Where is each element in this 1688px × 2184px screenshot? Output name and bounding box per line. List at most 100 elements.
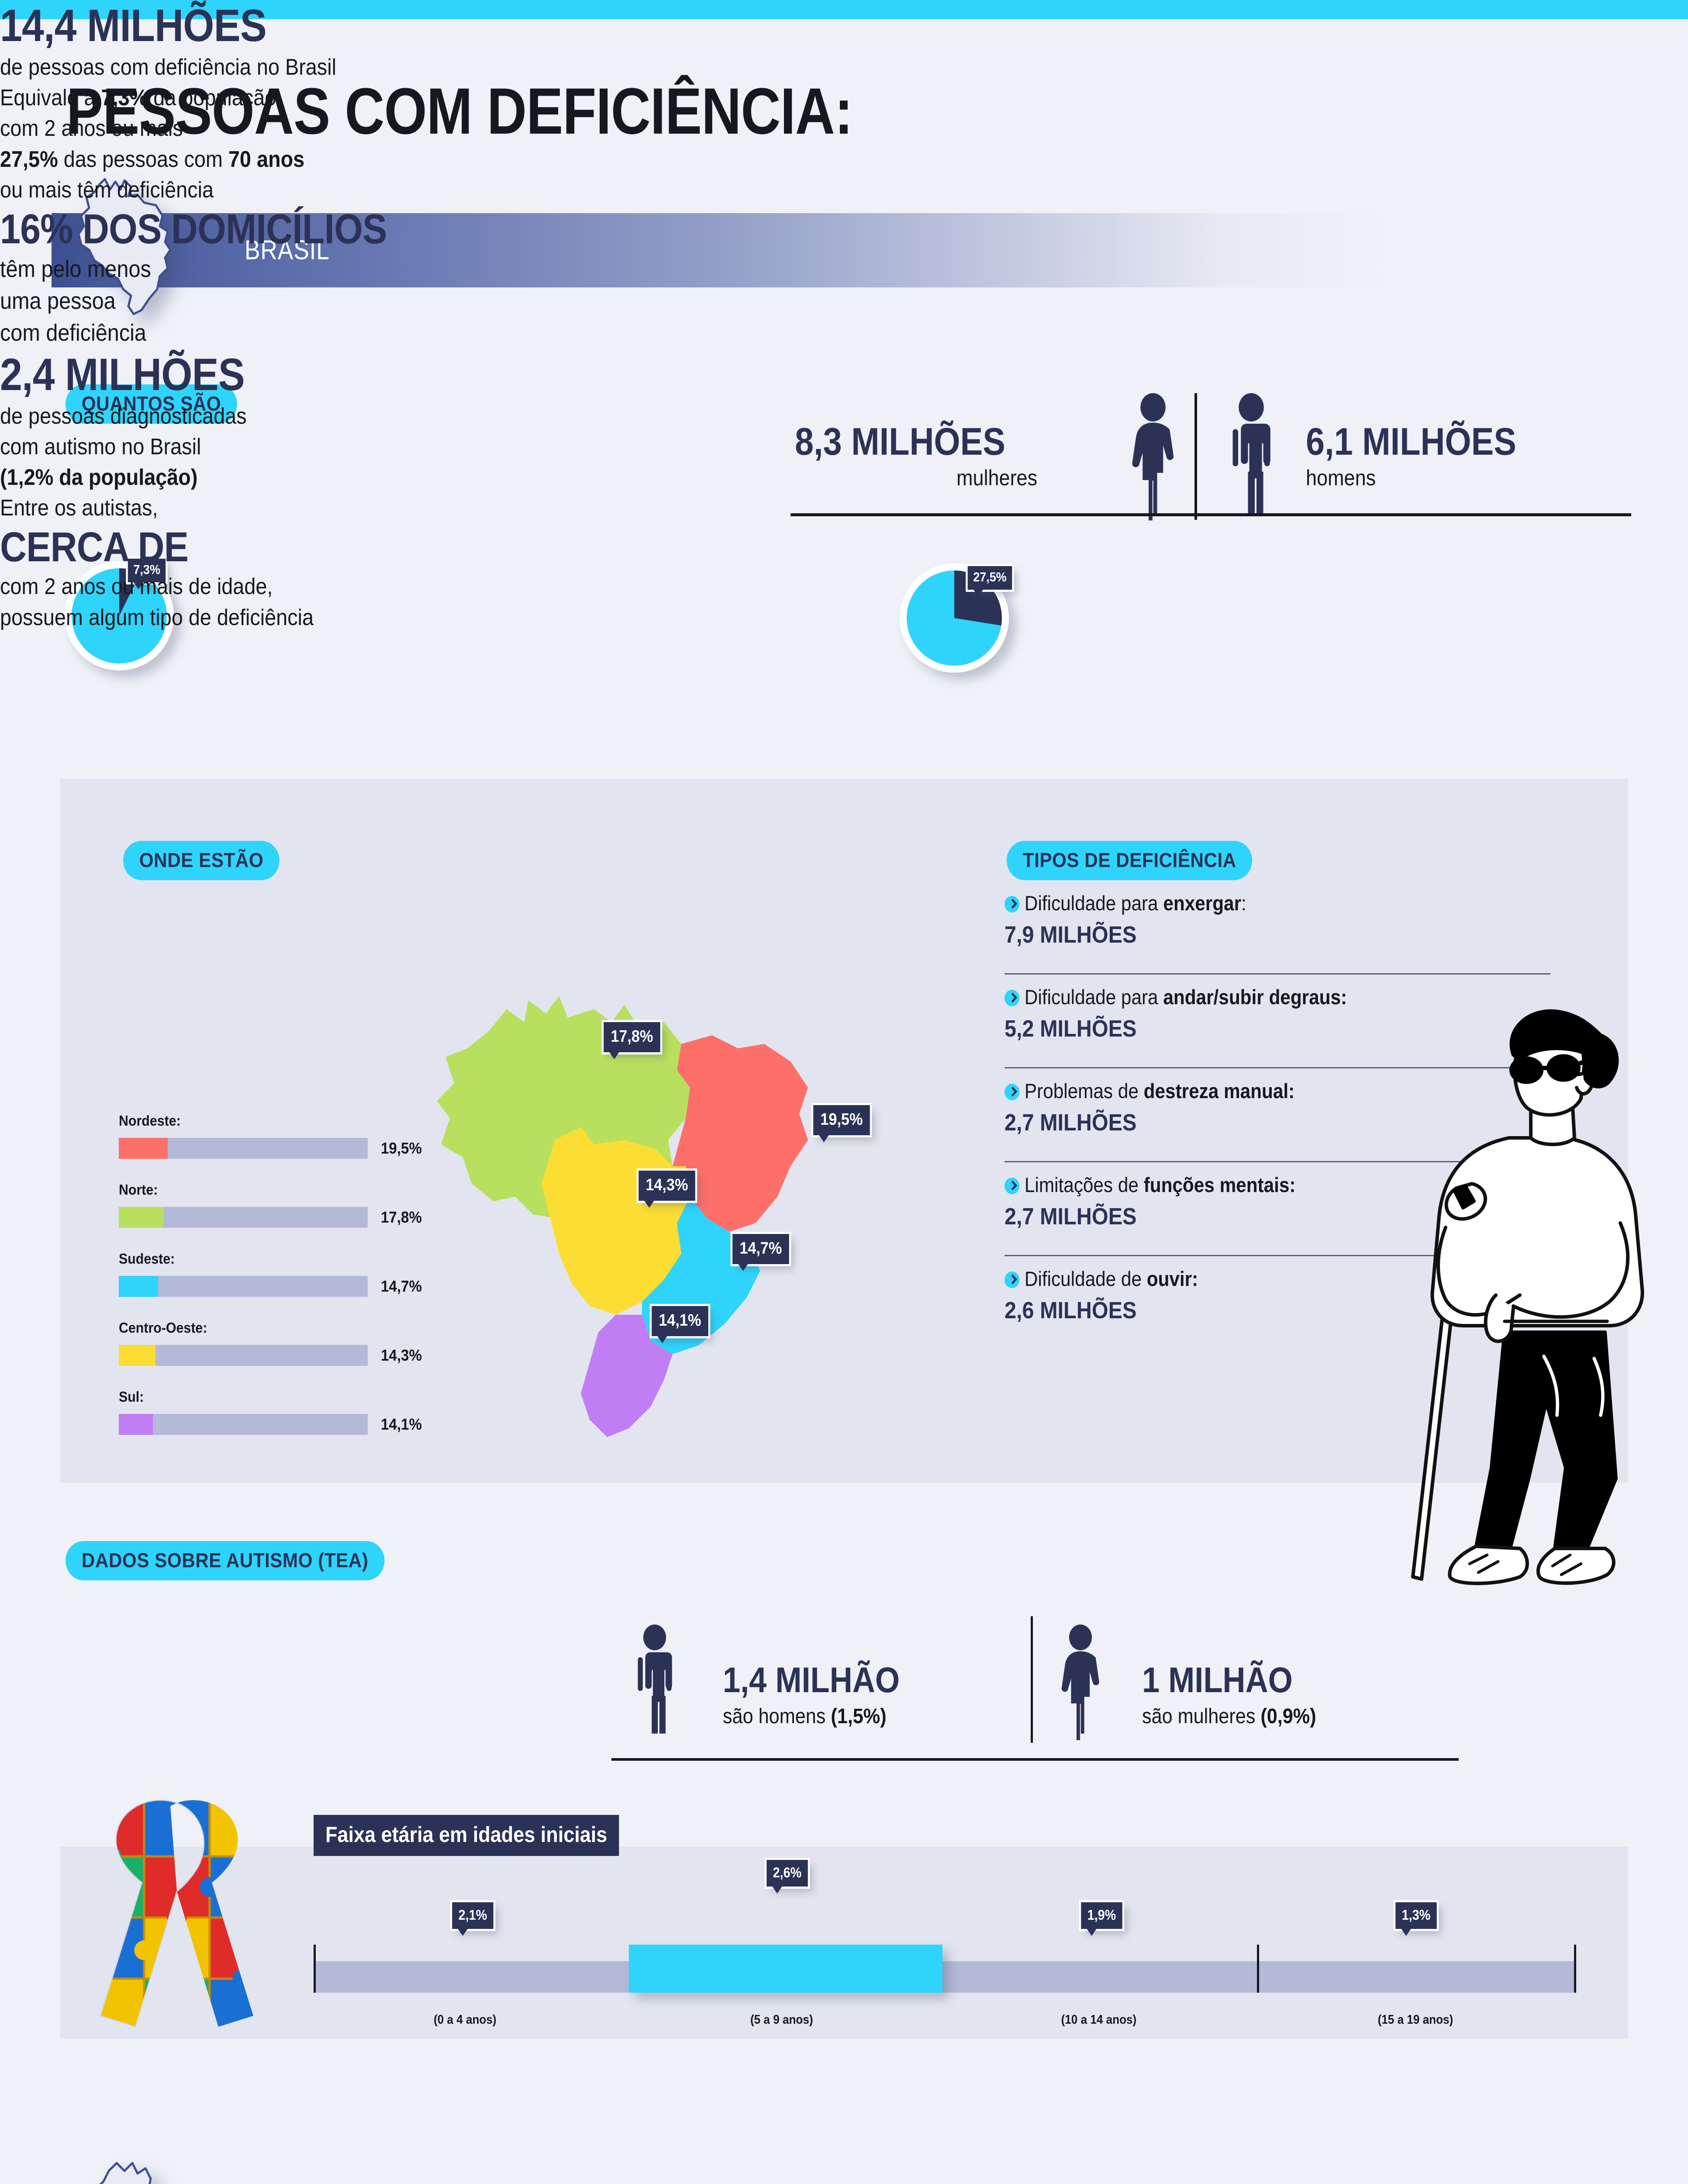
- female-icon: [1055, 1624, 1106, 1742]
- page-title: PESSOAS COM DEFICIÊNCIA:: [66, 74, 853, 148]
- region-fill-0: [119, 1138, 168, 1159]
- goias-map-outline-icon: [74, 2158, 188, 2184]
- autismo-pill: DADOS SOBRE AUTISMO (TEA): [66, 1541, 412, 1580]
- tipo-divider-0: [1005, 973, 1550, 975]
- tipo-value-3: 2,7 MILHÕES: [1005, 1203, 1137, 1230]
- pie-275-bold-2: 70 anos: [228, 146, 305, 172]
- tipo-label-3: Limitações de funções mentais:: [1005, 1173, 1296, 1197]
- faixa-label-3: (15 a 19 anos): [1377, 2013, 1453, 2027]
- autistas-men-label-bold: (1,5%): [831, 1705, 887, 1728]
- autistas-women-label: são mulheres (0,9%): [1142, 1704, 1316, 1728]
- onde-estao-caption-line2: uma pessoa: [0, 287, 116, 314]
- quantos-caption: de pessoas com deficiência no Brasil: [0, 55, 337, 80]
- gender-divider-horizontal: [790, 513, 1631, 516]
- faixa-tag-3: 1,3%: [1395, 1902, 1437, 1936]
- chevron-right-icon: [1005, 1272, 1020, 1288]
- map-tag-sul: 14,1%: [652, 1306, 708, 1343]
- gender-divider-vertical: [1194, 393, 1197, 520]
- tipo-prefix-3: Limitações de: [1024, 1173, 1144, 1196]
- chevron-right-icon: [1005, 896, 1020, 912]
- region-track-4: [119, 1414, 368, 1435]
- tipo-prefix-4: Dificuldade de: [1024, 1267, 1147, 1290]
- pie-chart-275: 27,5%: [900, 563, 1012, 673]
- tipo-prefix-1: Dificuldade para: [1024, 985, 1163, 1009]
- men-label: homens: [1306, 466, 1376, 490]
- tipo-item-2: Problemas de destreza manual: 2,7 MILHÕE…: [1005, 1079, 1327, 1136]
- tipo-divider-1: [1005, 1067, 1550, 1068]
- faixa-label-2: (10 a 14 anos): [1061, 2013, 1137, 2027]
- region-track-3: [119, 1345, 368, 1366]
- tipo-label-0: Dificuldade para enxergar:: [1005, 891, 1246, 915]
- goias-line2: possuem algum tipo de deficiência: [0, 605, 314, 630]
- faixa-label-0: (0 a 4 anos): [433, 2013, 497, 2027]
- brasil-banner: [52, 213, 1384, 287]
- region-track-0: [119, 1138, 368, 1159]
- tipo-value-4: 2,6 MILHÕES: [1005, 1297, 1137, 1324]
- autismo-pill-label: DADOS SOBRE AUTISMO (TEA): [66, 1541, 385, 1580]
- tipo-value-2: 2,7 MILHÕES: [1005, 1109, 1137, 1136]
- faixa-label-1: (5 a 9 anos): [750, 2013, 813, 2027]
- tipo-label-4: Dificuldade de ouvir:: [1005, 1267, 1198, 1291]
- goias-line1: com 2 anos ou mais de idade,: [0, 574, 273, 600]
- region-label-0: Nordeste:: [119, 1113, 181, 1129]
- faixa-tag-2: 1,9%: [1081, 1902, 1122, 1936]
- faixa-tick-3: [1574, 1945, 1576, 1993]
- tipos-pill: TIPOS DE DEFICIÊNCIA: [1007, 841, 1274, 880]
- autistas-men-label: são homens (1,5%): [723, 1704, 887, 1728]
- region-value-3: 14,3%: [381, 1346, 422, 1364]
- faixa-etaria-panel: [60, 1847, 1628, 2039]
- pie-275-mid: das pessoas com: [58, 146, 228, 172]
- onde-estao-pill: ONDE ESTÃO: [123, 841, 293, 880]
- women-label: mulheres: [956, 466, 1038, 490]
- autismo-caption-line2: com autismo no Brasil: [0, 434, 201, 460]
- tipo-divider-2: [1005, 1161, 1550, 1162]
- tipo-bold-0: enxergar: [1163, 892, 1242, 915]
- faixa-tag-1: 2,6%: [766, 1860, 808, 1894]
- autistas-women-label-normal: são mulheres: [1142, 1705, 1261, 1728]
- quantos-pill-label: QUANTOS SÃO: [66, 384, 237, 424]
- chevron-right-icon: [1005, 1084, 1020, 1100]
- map-tag-norte: 17,8%: [604, 1022, 660, 1059]
- chevron-right-icon: [1005, 990, 1020, 1006]
- pie-275-tag: 27,5%: [967, 566, 1012, 597]
- brasil-banner-label: BRASIL: [245, 235, 330, 266]
- region-fill-4: [119, 1414, 153, 1435]
- region-value-1: 17,8%: [381, 1208, 422, 1226]
- top-accent-bar: [0, 0, 1688, 19]
- female-icon: [1125, 393, 1181, 522]
- goias-cerca-label: CERCA DE: [0, 524, 189, 571]
- pie-275-text-line1: 27,5% das pessoas com 70 anos: [0, 144, 1519, 175]
- tipo-bold-4: ouvir:: [1146, 1267, 1198, 1290]
- chevron-right-icon: [1005, 1178, 1020, 1194]
- quantos-number: 14,4 MILHÕES: [0, 0, 267, 51]
- brazil-map-outline-icon: [66, 174, 197, 318]
- pie-73-tag: 7,3%: [128, 559, 166, 589]
- map-tag-centro-oeste: 14,3%: [639, 1171, 695, 1208]
- tipo-label-2: Problemas de destreza manual:: [1005, 1079, 1294, 1103]
- tipo-prefix-2: Problemas de: [1024, 1079, 1144, 1102]
- tipo-bold-1: andar/subir degraus:: [1163, 985, 1347, 1009]
- autism-puzzle-ribbon-icon: [79, 1791, 275, 2035]
- tipo-item-0: Dificuldade para enxergar: 7,9 MILHÕES: [1005, 891, 1273, 948]
- region-label-2: Sudeste:: [119, 1251, 175, 1267]
- tipo-value-1: 5,2 MILHÕES: [1005, 1016, 1137, 1042]
- autismo-number: 2,4 MILHÕES: [0, 349, 245, 400]
- onde-estao-headline: 16% DOS DOMICÍLIOS: [0, 205, 387, 252]
- tipo-bold-3: funções mentais:: [1143, 1173, 1296, 1196]
- tipo-item-3: Limitações de funções mentais: 2,7 MILHÕ…: [1005, 1173, 1328, 1230]
- pie-73-text-line1: Equivale a 7,3% da população: [0, 83, 1519, 113]
- region-label-3: Centro-Oeste:: [119, 1320, 207, 1336]
- tipo-bold-2: destreza manual:: [1143, 1079, 1295, 1102]
- male-icon: [629, 1624, 680, 1742]
- entre-autistas-label: Entre os autistas,: [0, 495, 158, 521]
- tipo-label-1: Dificuldade para andar/subir degraus:: [1005, 985, 1347, 1009]
- pie-275-text-line2: ou mais têm deficiência: [0, 177, 214, 203]
- autistas-men-label-normal: são homens: [723, 1705, 831, 1728]
- region-label-4: Sul:: [119, 1389, 144, 1405]
- tipo-prefix-0: Dificuldade para: [1024, 892, 1163, 915]
- tipo-item-4: Dificuldade de ouvir: 2,6 MILHÕES: [1005, 1267, 1219, 1324]
- tipo-item-1: Dificuldade para andar/subir degraus: 5,…: [1005, 985, 1385, 1042]
- pie-chart-73: 7,3%: [65, 559, 174, 670]
- map-tag-sudeste: 14,7%: [732, 1234, 789, 1271]
